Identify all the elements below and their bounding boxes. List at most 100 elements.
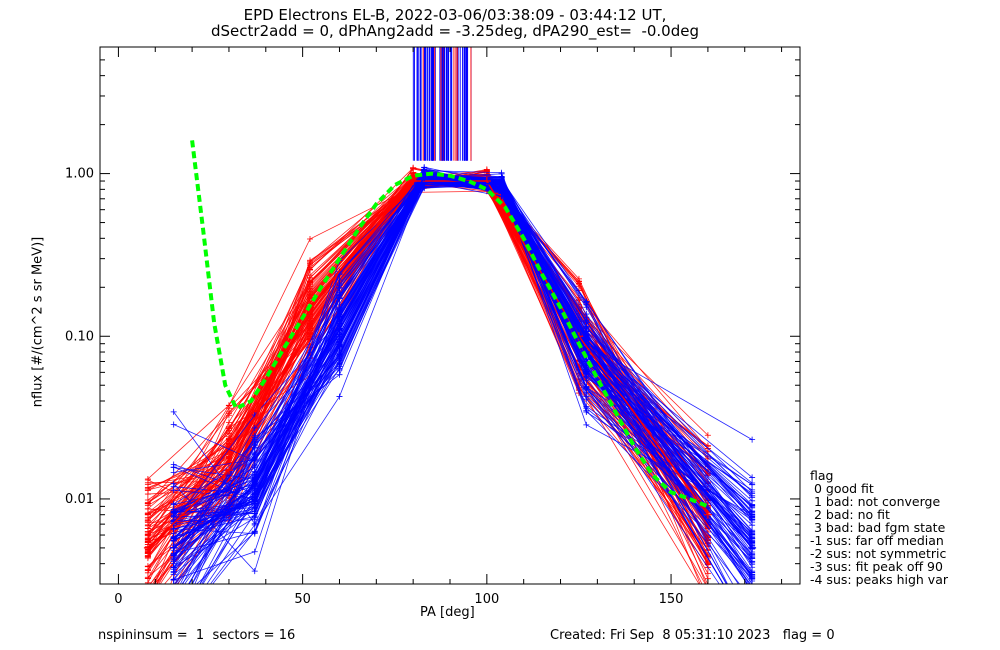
footer-right: Created: Fri Sep 8 05:31:10 2023 flag = … — [550, 628, 835, 643]
profile-point — [749, 529, 756, 536]
profile-point — [171, 604, 177, 610]
profile-point — [251, 520, 258, 527]
profile-point — [251, 475, 258, 482]
profile-point — [749, 561, 756, 568]
series-point — [224, 466, 233, 475]
profile-point — [336, 393, 343, 400]
profile-point — [225, 402, 232, 409]
series-point — [703, 510, 712, 519]
series-point — [250, 482, 259, 491]
profile-point — [251, 457, 258, 464]
profile-point — [583, 324, 590, 331]
profile-point — [336, 371, 343, 378]
profile-point — [307, 235, 313, 242]
profile-point — [583, 405, 590, 412]
profile-point — [704, 570, 711, 577]
profile-point — [251, 491, 258, 498]
profile-point — [170, 500, 177, 507]
profile-point — [251, 548, 258, 555]
profile-point — [705, 585, 711, 591]
profile-point — [251, 530, 258, 537]
profile-point — [144, 505, 151, 512]
profile-line — [176, 174, 753, 584]
series-point — [748, 543, 757, 552]
profile-point — [171, 612, 177, 618]
profile-point — [170, 571, 177, 578]
profile-point — [144, 528, 151, 535]
profile-point — [145, 594, 151, 600]
profile-point — [705, 593, 711, 599]
legend-entry: -4 sus: peaks high var — [810, 572, 949, 587]
profile-point — [170, 564, 177, 571]
profile-point — [171, 619, 177, 625]
profile-point — [251, 424, 258, 431]
profile-point — [225, 419, 232, 426]
profile-point — [171, 591, 177, 597]
profile-point — [336, 343, 343, 350]
profile-point — [749, 597, 755, 603]
profile-point — [705, 600, 711, 606]
profile-point — [145, 600, 151, 606]
legend-entry: -2 sus: not symmetric — [810, 546, 947, 561]
x-tick-label: 150 — [659, 592, 684, 607]
legend-entry: 1 bad: not converge — [810, 494, 941, 509]
profile-point — [749, 586, 755, 592]
profile-point — [171, 585, 177, 591]
profile-point — [170, 507, 177, 514]
profile-point — [704, 432, 711, 439]
series-point — [497, 181, 506, 190]
profile-point — [145, 598, 151, 604]
profile-point — [583, 421, 590, 428]
legend-entry: -1 sus: far off median — [810, 533, 944, 548]
profile-point — [307, 289, 313, 296]
profile-point — [145, 594, 151, 600]
fit-curve — [190, 140, 709, 509]
chart-title-line1: EPD Electrons EL-B, 2022-03-06/03:38:09 … — [243, 6, 667, 24]
profile-point — [583, 319, 590, 326]
profile-point — [307, 318, 313, 325]
profile-point — [225, 455, 232, 462]
legend-entry: 2 bad: no fit — [810, 507, 890, 522]
profile-point — [336, 281, 343, 288]
profile-point — [307, 279, 313, 286]
legend-entry: 3 bad: bad fgm state — [810, 520, 946, 535]
profile-point — [145, 596, 151, 602]
profile-point — [749, 602, 755, 608]
profile-point — [171, 610, 177, 616]
profile-point — [251, 510, 258, 517]
profile-point — [749, 588, 755, 594]
profile-point — [171, 613, 177, 619]
footer-left: nspininsum = 1 sectors = 16 — [98, 628, 296, 643]
profile-point — [705, 585, 711, 591]
x-tick-label: 0 — [114, 592, 122, 607]
series-lines — [143, 173, 757, 552]
profile-point — [170, 487, 177, 494]
profile-point — [144, 517, 151, 524]
profile-point — [170, 421, 177, 428]
profile-point — [583, 367, 590, 374]
series-point — [143, 543, 152, 552]
series-point — [420, 173, 429, 182]
profile-point — [336, 304, 343, 311]
profile-line — [173, 171, 753, 562]
profile-point — [251, 436, 258, 443]
profile-point — [251, 500, 258, 507]
profile-point — [145, 620, 151, 626]
profile-point — [144, 476, 151, 483]
x-axis-label: PA [deg] — [420, 605, 475, 620]
y-tick-label: 0.10 — [65, 329, 94, 344]
profile-point — [251, 444, 258, 451]
profile-point — [173, 581, 175, 584]
profile-point — [336, 357, 343, 364]
profile-point — [144, 555, 151, 562]
profile-point — [575, 280, 582, 287]
profile-point — [171, 621, 177, 627]
profile-point — [170, 464, 177, 471]
profile-point — [145, 600, 151, 606]
profile-point — [171, 594, 177, 600]
chart-title-line2: dSectr2add = 0, dPhAng2add = -3.25deg, d… — [211, 22, 699, 40]
legend-entry: 0 good fit — [810, 481, 874, 496]
profile-point — [170, 408, 177, 415]
profile-point — [307, 261, 313, 268]
profile-point — [145, 587, 151, 593]
